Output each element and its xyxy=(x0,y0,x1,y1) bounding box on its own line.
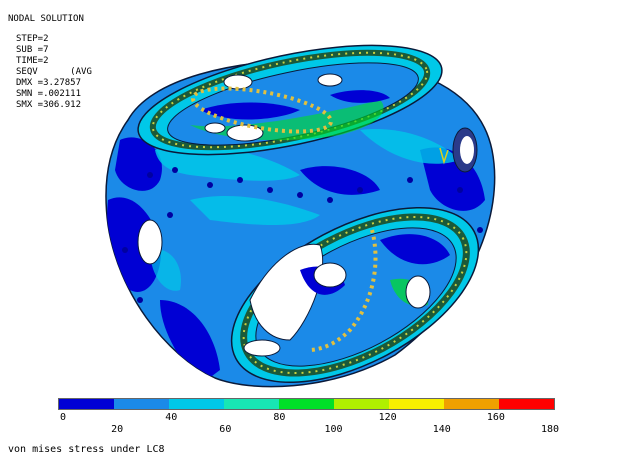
legend-segment xyxy=(334,399,389,409)
legend-segment xyxy=(279,399,334,409)
legend-segment xyxy=(59,399,114,409)
legend-segment xyxy=(389,399,444,409)
max-stress: SMX =306.912 xyxy=(16,100,82,110)
legend-tick-label: 140 xyxy=(432,424,451,435)
legend-segment xyxy=(169,399,224,409)
legend-tick-label: 120 xyxy=(378,412,397,423)
legend-tick-label: 100 xyxy=(324,424,343,435)
legend-segment xyxy=(224,399,279,409)
solution-info: NODAL SOLUTION STEP=2 SUB =7 TIME=2 SEQV… xyxy=(8,14,92,111)
plot-caption: von mises stress under LC8 xyxy=(8,444,165,455)
legend-segment xyxy=(499,399,554,409)
legend-tick-label: 40 xyxy=(165,412,178,423)
legend-tick-label: 20 xyxy=(111,424,124,435)
min-stress: SMN =.002111 xyxy=(16,89,82,99)
legend-tick-label: 180 xyxy=(540,424,560,435)
color-legend-bar xyxy=(58,398,555,410)
result-quantity: SEQV (AVG xyxy=(16,67,92,77)
max-displacement: DMX =3.27857 xyxy=(16,78,82,88)
legend-segment xyxy=(114,399,169,409)
legend-tick-label: 160 xyxy=(486,412,505,423)
legend-tick-label: 80 xyxy=(273,412,286,423)
step-value: STEP=2 xyxy=(16,34,49,44)
legend-segment xyxy=(444,399,499,409)
substep-value: SUB =7 xyxy=(16,45,49,55)
legend-tick-label: 0 xyxy=(59,412,67,423)
time-value: TIME=2 xyxy=(16,56,49,66)
legend-tick-labels: 0 20 40 60 80 100 120 140 160 180 xyxy=(0,412,619,438)
solution-title: NODAL SOLUTION xyxy=(8,14,84,24)
legend-tick-label: 60 xyxy=(219,424,232,435)
stress-contour-model xyxy=(105,44,496,388)
